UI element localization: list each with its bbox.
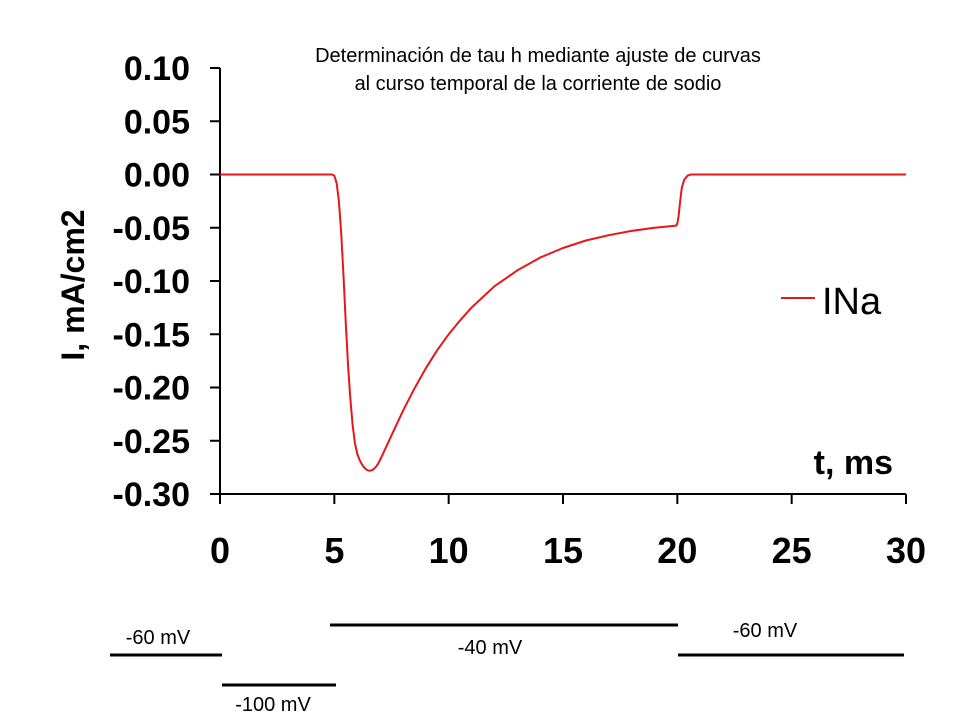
protocol-label-high: -40 mV bbox=[458, 637, 523, 659]
legend: INa bbox=[781, 281, 882, 323]
x-ticks: 0 5 10 15 20 25 30 bbox=[210, 494, 926, 571]
voltage-protocol: -60 mV -100 mV -40 mV -60 mV bbox=[110, 620, 904, 716]
legend-label-ina: INa bbox=[822, 281, 882, 323]
protocol-label-rest-2: -60 mV bbox=[733, 620, 798, 642]
series-line-ina bbox=[220, 173, 906, 472]
y-tick-label: -0.25 bbox=[113, 423, 191, 461]
y-tick-label: -0.15 bbox=[113, 316, 191, 354]
y-tick-label: -0.20 bbox=[113, 370, 191, 408]
x-tick-label: 30 bbox=[886, 530, 926, 571]
y-tick-label: -0.30 bbox=[113, 476, 191, 514]
x-tick-label: 0 bbox=[210, 530, 230, 571]
y-tick-label: 0.10 bbox=[124, 50, 190, 88]
x-axis-label: t, ms bbox=[814, 444, 893, 482]
x-tick-label: 25 bbox=[772, 530, 812, 571]
y-tick-label: 0.05 bbox=[124, 103, 190, 141]
protocol-label-rest-1: -60 mV bbox=[126, 627, 191, 649]
y-axis-label: I, mA/cm2 bbox=[55, 209, 91, 360]
y-tick-label: -0.10 bbox=[113, 263, 191, 301]
y-tick-label: -0.05 bbox=[113, 210, 191, 248]
y-ticks: 0.10 0.05 0.00 -0.05 -0.10 -0.15 -0.20 -0.25 -0.… bbox=[113, 50, 220, 514]
y-tick-label: 0.00 bbox=[124, 157, 190, 195]
axes: 0.10 0.05 0.00 -0.05 -0.10 -0.15 -0.20 -0.25 -0.… bbox=[113, 50, 927, 571]
protocol-label-low: -100 mV bbox=[235, 694, 311, 716]
chart-title: Determinación de tau h mediante ajuste d… bbox=[315, 45, 761, 95]
x-tick-label: 20 bbox=[657, 530, 697, 571]
chart-title-line-1: Determinación de tau h mediante ajuste d… bbox=[315, 45, 761, 67]
x-tick-label: 5 bbox=[324, 530, 344, 571]
series-layer bbox=[220, 173, 906, 472]
x-tick-label: 15 bbox=[543, 530, 583, 571]
x-tick-label: 10 bbox=[429, 530, 469, 571]
chart-title-line-2: al curso temporal de la corriente de sod… bbox=[355, 73, 722, 95]
